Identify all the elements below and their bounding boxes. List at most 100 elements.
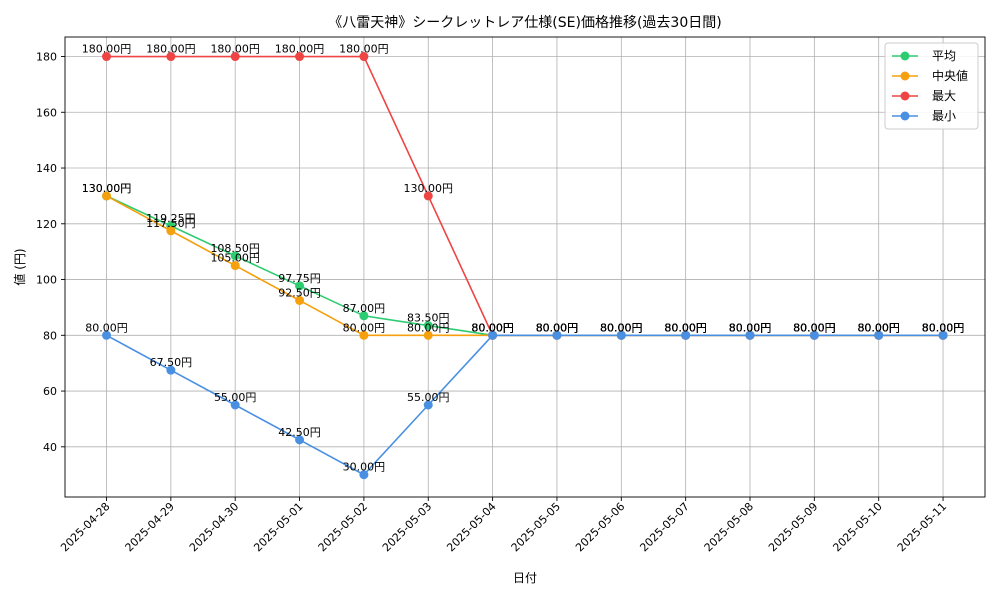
x-tick-label: 2025-05-01 xyxy=(251,500,305,554)
data-label: 97.75円 xyxy=(278,272,321,285)
legend-swatch-marker xyxy=(900,91,910,101)
data-label: 80.00円 xyxy=(922,321,965,334)
data-label: 119.25円 xyxy=(146,212,196,225)
data-point xyxy=(423,400,433,410)
data-label: 80.00円 xyxy=(536,321,579,334)
data-point xyxy=(102,52,111,62)
data-label: 80.00円 xyxy=(922,321,965,334)
x-tick-label: 2025-05-10 xyxy=(830,500,884,554)
data-label: 30.00円 xyxy=(343,461,386,474)
legend-label: 最小 xyxy=(932,109,956,123)
y-tick-label: 120 xyxy=(36,218,57,231)
data-label: 80.00円 xyxy=(793,321,836,334)
series-line-3 xyxy=(106,334,944,476)
data-label: 80.00円 xyxy=(729,321,772,334)
data-label: 80.00円 xyxy=(922,321,965,334)
data-label: 80.00円 xyxy=(600,321,643,334)
data-label: 80.00円 xyxy=(471,321,514,334)
y-axis-ticks: 40 60 80 100 120 140 160 180 xyxy=(36,51,65,454)
x-axis-ticks: 2025-04-28 2025-04-29 2025-04-30 2025-05-01… xyxy=(58,497,949,554)
data-label: 80.00円 xyxy=(600,321,643,334)
data-label: 80.00円 xyxy=(664,321,707,334)
x-tick-label: 2025-05-04 xyxy=(444,500,498,554)
x-tick-label: 2025-05-08 xyxy=(702,500,756,554)
data-point xyxy=(359,470,369,480)
series-group xyxy=(102,52,948,480)
legend-swatch-marker xyxy=(900,71,910,81)
series-line-2 xyxy=(106,55,944,337)
data-label: 180.00円 xyxy=(210,43,260,56)
data-point xyxy=(423,191,433,201)
data-label: 80.00円 xyxy=(471,321,514,334)
data-label: 55.00円 xyxy=(407,391,450,404)
y-tick-label: 80 xyxy=(43,329,57,342)
legend-swatch-marker xyxy=(900,111,910,121)
chart-title: 《八雷天神》シークレットレア仕様(SE)価格推移(過去30日間) xyxy=(328,15,721,31)
data-point xyxy=(230,261,240,271)
data-point xyxy=(616,330,626,340)
data-labels: 130.00円119.25円108.50円97.75円87.00円83.50円8… xyxy=(82,43,965,474)
data-point xyxy=(295,295,305,305)
data-label: 80.00円 xyxy=(729,321,772,334)
data-label: 92.50円 xyxy=(278,286,321,299)
data-label: 80.00円 xyxy=(343,321,386,334)
data-label: 80.00円 xyxy=(471,321,514,334)
data-label: 80.00円 xyxy=(536,321,579,334)
data-label: 108.50円 xyxy=(210,242,260,255)
x-tick-label: 2025-04-28 xyxy=(58,500,112,554)
data-label: 130.00円 xyxy=(404,182,454,195)
legend-label: 平均 xyxy=(932,49,956,63)
data-point xyxy=(166,52,176,62)
data-label: 105.00円 xyxy=(210,252,260,265)
legend-label: 中央値 xyxy=(932,68,968,83)
data-label: 42.50円 xyxy=(278,426,321,439)
data-label: 55.00円 xyxy=(214,391,257,404)
y-axis-label: 値 (円) xyxy=(12,248,27,285)
data-point xyxy=(166,226,176,236)
data-label: 80.00円 xyxy=(471,321,514,334)
x-tick-label: 2025-05-02 xyxy=(316,500,370,554)
data-label: 180.00円 xyxy=(275,43,325,56)
y-tick-label: 100 xyxy=(36,274,57,287)
data-label: 80.00円 xyxy=(729,321,772,334)
data-point xyxy=(423,330,433,340)
data-point xyxy=(809,330,819,340)
y-tick-label: 180 xyxy=(36,51,57,64)
data-label: 130.00円 xyxy=(82,182,132,195)
data-label: 180.00円 xyxy=(82,43,132,56)
data-point xyxy=(230,251,240,261)
data-point xyxy=(230,52,240,62)
data-label: 80.00円 xyxy=(85,321,128,334)
data-label: 80.00円 xyxy=(536,321,579,334)
data-point xyxy=(295,435,305,445)
x-tick-label: 2025-05-09 xyxy=(766,500,820,554)
data-label: 67.50円 xyxy=(150,356,193,369)
legend-swatch-marker xyxy=(900,51,910,61)
x-tick-label: 2025-04-30 xyxy=(187,500,241,554)
data-point xyxy=(938,330,948,340)
y-tick-label: 140 xyxy=(36,162,57,175)
data-label: 180.00円 xyxy=(339,43,389,56)
data-point xyxy=(552,330,562,340)
data-label: 80.00円 xyxy=(664,321,707,334)
data-label: 83.50円 xyxy=(407,312,450,325)
data-label: 80.00円 xyxy=(664,321,707,334)
data-point xyxy=(488,330,498,340)
data-point xyxy=(359,52,369,62)
y-tick-label: 160 xyxy=(36,106,57,119)
data-point xyxy=(359,311,369,321)
legend-box xyxy=(884,42,979,130)
data-label: 130.00円 xyxy=(82,182,132,195)
x-tick-label: 2025-05-07 xyxy=(637,500,691,554)
x-tick-label: 2025-04-29 xyxy=(123,500,177,554)
data-label: 80.00円 xyxy=(857,321,900,334)
data-point xyxy=(230,400,240,410)
x-tick-label: 2025-05-05 xyxy=(509,500,563,554)
data-label: 80.00円 xyxy=(729,321,772,334)
data-label: 80.00円 xyxy=(857,321,900,334)
data-label: 80.00円 xyxy=(536,321,579,334)
data-point xyxy=(681,330,691,340)
data-label: 80.00円 xyxy=(857,321,900,334)
